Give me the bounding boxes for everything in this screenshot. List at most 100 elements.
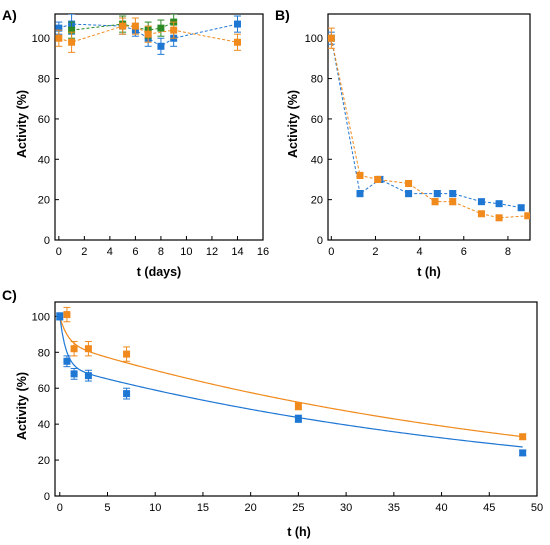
panel-c-x-tick-label: 0	[57, 502, 63, 514]
panel-b-orange-point	[374, 175, 382, 183]
panel-a-x-tick-label: 16	[257, 246, 269, 258]
panel-c-x-tick-label: 15	[197, 502, 209, 514]
panel-a-y-tick-label: 0	[44, 235, 50, 247]
panel-b-orange-point	[328, 34, 335, 42]
panel-a-x-tick-label: 2	[81, 246, 87, 258]
panel-c-x-tick-label: 50	[531, 502, 543, 514]
panel-b-blue-point	[495, 200, 503, 208]
panel-a-x-axis-title: t (days)	[137, 265, 181, 279]
panel-c-y-tick-label: 60	[38, 383, 50, 395]
panel-a-orange-point	[55, 34, 63, 42]
panel-c-x-tick-label: 40	[435, 502, 447, 514]
panel-b-blue-connector	[330, 38, 522, 209]
panel-a-blue-point	[233, 20, 241, 28]
panel-a-blue-point	[55, 24, 63, 32]
panel-b-y-tick-label: 20	[311, 195, 323, 207]
panel-c-x-tick-label: 5	[104, 502, 110, 514]
panel-c-y-tick-label: 0	[44, 491, 50, 503]
panel-c-fit-curve-orange	[59, 316, 523, 438]
panel-c-y-axis-title: Activity (%)	[15, 372, 29, 440]
panel-c-blue-point	[63, 357, 71, 365]
panel-b-y-tick-label: 100	[305, 33, 323, 45]
panel-b-y-tick-label: 40	[311, 154, 323, 166]
panel-b-x-axis-title: t (h)	[417, 265, 441, 279]
panel-a-label: A)	[2, 7, 17, 23]
panel-c-orange-point	[123, 350, 131, 358]
panel-a-green-point	[68, 26, 76, 34]
panel-b-orange-point	[495, 214, 503, 222]
panel-a-x-tick-label: 12	[206, 246, 218, 258]
panel-c-orange-point	[63, 311, 71, 319]
panel-b-y-tick-label: 60	[311, 114, 323, 126]
panel-c-x-tick-label: 35	[388, 502, 400, 514]
panel-a-x-tick-label: 0	[56, 246, 62, 258]
panel-c-blue-point	[294, 415, 302, 423]
panel-c-orange-point	[519, 433, 527, 441]
panel-b-blue-point	[433, 190, 441, 198]
panel-b-blue-point	[449, 190, 457, 198]
panel-b-x-tick-label: 2	[372, 246, 378, 258]
panel-c-x-tick-label: 45	[483, 502, 495, 514]
panel-b-blue-point	[477, 198, 485, 206]
panel-b-orange-point	[405, 180, 413, 187]
panel-a-x-tick-label: 8	[158, 246, 164, 258]
panel-b-orange-point	[431, 198, 439, 206]
panel-a-x-tick-label: 6	[132, 246, 138, 258]
panel-b-frame	[327, 13, 531, 241]
panel-b-y-tick-label: 0	[317, 235, 323, 247]
panel-a-orange-point	[119, 22, 127, 30]
panel-b-x-tick-label: 4	[417, 246, 423, 258]
panel-a-x-tick-label: 10	[180, 246, 192, 258]
panel-a-y-tick-label: 40	[38, 154, 50, 166]
panel-a-orange-point	[68, 38, 76, 46]
panel-c-y-tick-label: 20	[38, 455, 50, 467]
panel-a-orange-point	[144, 30, 152, 38]
panel-b-x-tick-label: 0	[328, 246, 334, 258]
panel-c-y-tick-label: 40	[38, 419, 50, 431]
panel-c-label: C)	[2, 287, 17, 303]
panel-a-chart: A) t (days) Activity (%) 0 2 4 6 8 10 12 14 16 0 2…	[2, 7, 269, 279]
panel-c-x-axis-title: t (h)	[287, 525, 311, 539]
panel-a-green-point	[157, 24, 165, 32]
panel-c-y-tick-label: 80	[38, 347, 50, 359]
panel-a-x-tick-label: 4	[107, 246, 113, 258]
panel-b-orange-point	[477, 210, 485, 218]
panel-b-label: B)	[275, 7, 290, 23]
panel-c-blue-point	[519, 449, 527, 457]
panel-c-orange-point	[70, 345, 78, 353]
panel-b-x-tick-label: 6	[461, 246, 467, 258]
panel-c-orange-point	[84, 345, 92, 353]
panel-b-y-axis-title: Activity (%)	[286, 90, 300, 158]
panel-a-frame	[54, 13, 264, 241]
panel-b-orange-point	[356, 171, 364, 179]
panel-b-blue-point	[405, 190, 413, 198]
panel-c-x-tick-label: 20	[245, 502, 257, 514]
panel-a-y-tick-label: 100	[32, 33, 50, 45]
panel-c-x-tick-label: 30	[340, 502, 352, 514]
panel-c-blue-point	[84, 372, 92, 380]
panel-a-x-tick-label: 14	[231, 246, 243, 258]
panel-c-blue-point	[70, 370, 78, 378]
panel-b-blue-point	[517, 204, 525, 212]
panel-c-y-tick-label: 100	[32, 311, 50, 323]
panel-a-y-tick-label: 60	[38, 114, 50, 126]
panel-a-orange-point	[170, 26, 178, 34]
panel-a-y-tick-label: 20	[38, 195, 50, 207]
panel-c-blue-point	[123, 390, 131, 398]
panel-b-orange-point	[449, 198, 457, 206]
panel-a-y-tick-label: 80	[38, 74, 50, 86]
panel-c-orange-point	[294, 402, 302, 410]
panel-c-blue-point	[56, 312, 64, 320]
panel-c-x-tick-label: 25	[292, 502, 304, 514]
panel-b-y-tick-label: 80	[311, 74, 323, 86]
panel-b-x-tick-label: 8	[505, 246, 511, 258]
panel-a-y-axis-title: Activity (%)	[15, 90, 29, 158]
panel-b-orange-point	[524, 212, 530, 220]
panel-c-frame	[54, 301, 538, 497]
panel-a-orange-point	[233, 38, 241, 46]
panel-c-x-tick-label: 10	[149, 502, 161, 514]
panel-c-chart: C) t (h) Activity (%) 0 5 10 15 20 25 30 35 40 45…	[2, 287, 543, 539]
panel-b-blue-point	[356, 190, 364, 198]
